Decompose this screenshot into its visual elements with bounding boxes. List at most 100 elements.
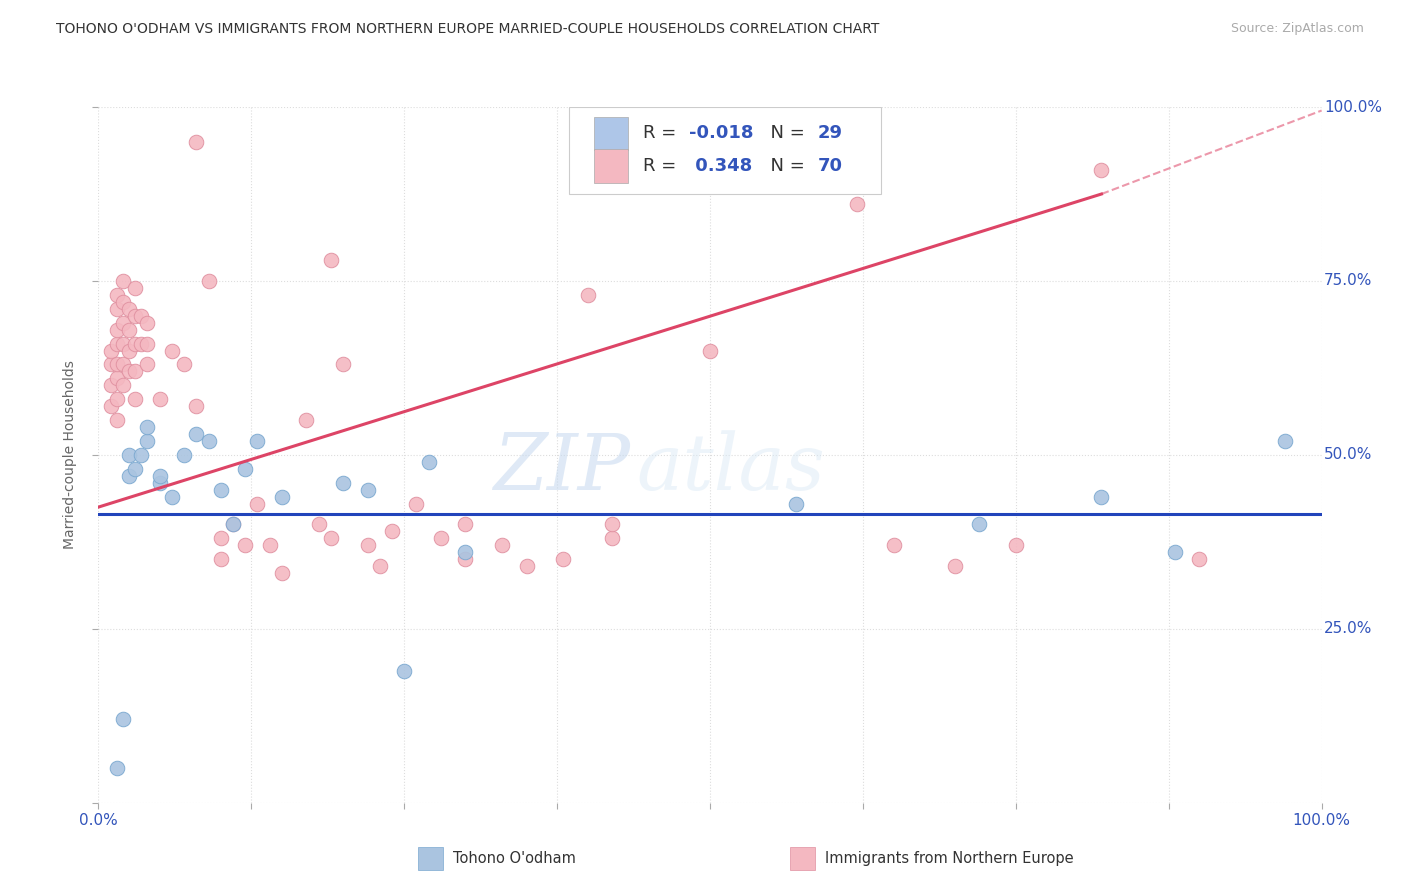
Point [105,323,128,337]
Point [259,538,281,552]
Bar [593,117,628,150]
Point [186,135,208,149]
Text: 50.0%: 50.0% [1324,448,1372,462]
Point [118,364,141,378]
Point [105,301,128,316]
Point [124,392,146,407]
Text: 0.348: 0.348 [689,157,752,175]
Point [129,336,152,351]
Point [553,552,575,566]
Text: 29: 29 [818,125,842,143]
Y-axis label: Married-couple Households: Married-couple Households [63,360,77,549]
Point [100,399,122,413]
Point [356,483,378,497]
Point [246,497,269,511]
Point [160,343,183,358]
Point [1090,162,1112,177]
Point [1188,552,1211,566]
Point [454,517,477,532]
Point [418,455,440,469]
Point [111,294,134,309]
Point [209,532,232,546]
Point [129,448,152,462]
Text: N =: N = [759,125,810,143]
Point [105,336,128,351]
Point [149,475,172,490]
Point [124,364,146,378]
Point [270,490,294,504]
Point [295,413,318,427]
Point [319,253,342,268]
Point [454,545,477,559]
Point [943,559,966,574]
Text: N =: N = [759,157,810,175]
Point [392,664,416,678]
Point [209,552,232,566]
Text: Tohono O'odham: Tohono O'odham [453,852,575,866]
Point [405,497,427,511]
Point [1164,545,1187,559]
Point [381,524,404,539]
Point [105,288,128,302]
Text: 100.0%: 100.0% [1324,100,1382,114]
Point [111,712,134,726]
Point [332,358,354,372]
Point [308,517,330,532]
Point [1004,538,1026,552]
Point [160,490,183,504]
Point [186,427,208,442]
Point [136,358,159,372]
Point [319,532,342,546]
Text: R =: R = [643,157,682,175]
Point [105,358,128,372]
Point [118,448,141,462]
Point [785,497,807,511]
Point [105,392,128,407]
Point [136,420,159,434]
Point [491,538,513,552]
Point [124,309,146,323]
Point [1274,434,1296,448]
Point [149,392,172,407]
Point [111,274,134,288]
Point [100,378,122,392]
Point [105,413,128,427]
Point [356,538,378,552]
Text: atlas: atlas [637,431,825,507]
Point [209,483,232,497]
Point [515,559,537,574]
Point [222,517,245,532]
Text: Source: ZipAtlas.com: Source: ZipAtlas.com [1230,22,1364,36]
Point [100,343,122,358]
Point [124,281,146,295]
Point [124,462,146,476]
Text: TOHONO O'ODHAM VS IMMIGRANTS FROM NORTHERN EUROPE MARRIED-COUPLE HOUSEHOLDS CORR: TOHONO O'ODHAM VS IMMIGRANTS FROM NORTHE… [56,22,880,37]
Point [118,323,141,337]
Point [883,538,905,552]
Point [186,399,208,413]
Point [111,316,134,330]
Point [270,566,294,581]
Text: ZIP: ZIP [494,431,630,507]
Point [100,358,122,372]
Point [118,301,141,316]
Text: 75.0%: 75.0% [1324,274,1372,288]
Point [149,468,172,483]
Point [129,309,152,323]
Point [967,517,990,532]
FancyBboxPatch shape [569,107,882,194]
Point [246,434,269,448]
Text: -0.018: -0.018 [689,125,754,143]
Bar [593,150,628,183]
Text: Immigrants from Northern Europe: Immigrants from Northern Europe [825,852,1074,866]
Point [454,552,477,566]
Text: R =: R = [643,125,682,143]
Text: 25.0%: 25.0% [1324,622,1372,636]
Point [136,336,159,351]
Point [845,197,868,211]
Point [332,475,354,490]
Point [173,358,195,372]
Point [222,517,245,532]
Point [699,343,721,358]
Point [600,532,623,546]
